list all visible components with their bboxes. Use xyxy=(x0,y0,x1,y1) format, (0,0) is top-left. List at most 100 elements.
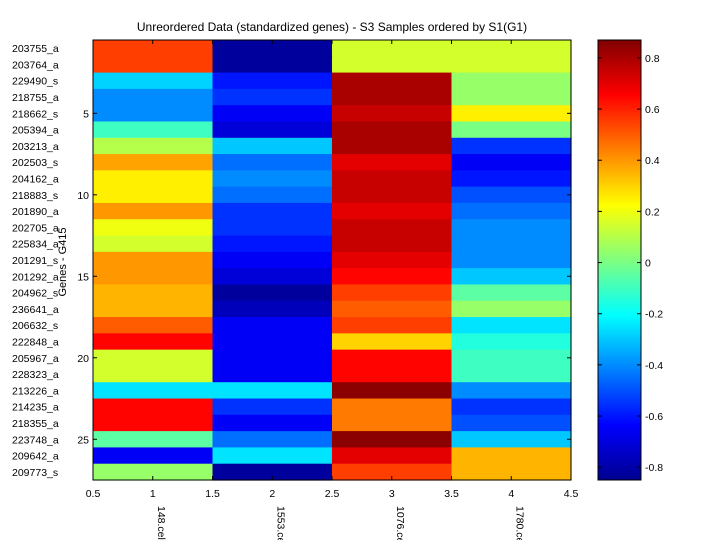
heatmap-cell xyxy=(332,56,453,74)
heatmap-cell xyxy=(212,202,333,220)
row-label: 225834_a xyxy=(12,239,59,251)
column-labels: 148.cel 1553.cel 1076.cel 1780.cel xyxy=(155,506,526,540)
colorbar-tick-label: -0.2 xyxy=(645,309,663,321)
heatmap-cell xyxy=(93,88,214,106)
heatmap-cell xyxy=(332,284,453,302)
heatmap-cell xyxy=(93,170,214,188)
heatmap-cell xyxy=(93,333,214,351)
heatmap-cell xyxy=(212,88,333,106)
heatmap-cell xyxy=(451,154,572,171)
row-label: 218755_a xyxy=(12,92,59,104)
y-axis-label: Genes - G415 xyxy=(57,227,69,296)
heatmap-cell xyxy=(93,251,214,269)
colorbar-tick-label: -0.4 xyxy=(645,360,663,372)
heatmap-cell xyxy=(451,431,572,449)
heatmap-cell xyxy=(212,105,333,123)
heatmap-cell xyxy=(451,186,572,204)
x-tick-label: 4 xyxy=(508,488,514,500)
row-labels: 203755_a 203764_a 229490_s 218755_a 218662_s… xyxy=(12,43,59,479)
y-tick-label: 25 xyxy=(77,434,89,446)
heatmap-cell xyxy=(212,398,333,416)
column-label: 1780.cel xyxy=(513,506,525,540)
heatmap-cell xyxy=(332,317,453,334)
heatmap-cell xyxy=(212,447,333,465)
heatmap-cell xyxy=(93,398,214,416)
heatmap-cell xyxy=(332,202,453,220)
heatmap-grid xyxy=(93,40,572,481)
x-axis: 0.5 1 1.5 2 2.5 3 3.5 4 4.5 xyxy=(86,40,578,500)
x-tick-label: 2 xyxy=(269,488,275,500)
colorbar-tick-label: -0.6 xyxy=(645,411,663,423)
heatmap-cell xyxy=(212,349,333,367)
heatmap-cell xyxy=(212,365,333,383)
row-label: 222848_a xyxy=(12,336,59,348)
colorbar-tick-label: 0.6 xyxy=(645,104,660,116)
column-label: 1553.cel xyxy=(274,506,286,540)
heatmap-cell xyxy=(451,463,572,481)
row-label: 203764_a xyxy=(12,59,59,71)
heatmap-cell xyxy=(332,268,453,286)
heatmap-cell xyxy=(93,382,214,400)
row-label: 229490_s xyxy=(12,76,58,88)
heatmap-cell xyxy=(332,121,453,139)
heatmap-cell xyxy=(212,235,333,253)
row-label: 206632_s xyxy=(12,320,58,332)
y-tick-label: 10 xyxy=(77,190,89,202)
heatmap-cell xyxy=(93,284,214,302)
heatmap-cell xyxy=(332,105,453,123)
heatmap-cell xyxy=(212,251,333,269)
heatmap-cell xyxy=(332,414,453,432)
heatmap-cell xyxy=(332,398,453,416)
heatmap-cell xyxy=(212,121,333,139)
heatmap-cell xyxy=(451,349,572,367)
heatmap-cell xyxy=(451,121,572,139)
column-label: 148.cel xyxy=(155,506,167,540)
heatmap-cell xyxy=(212,170,333,188)
heatmap-cell xyxy=(451,219,572,237)
heatmap-cell xyxy=(332,365,453,383)
heatmap-cell xyxy=(332,251,453,269)
row-label: 204162_a xyxy=(12,174,59,186)
row-label: 209773_s xyxy=(12,467,58,479)
heatmap-cell xyxy=(212,40,333,57)
y-tick-label: 20 xyxy=(77,353,89,365)
heatmap-cell xyxy=(451,284,572,302)
heatmap-cell xyxy=(332,40,453,57)
colorbar xyxy=(597,39,642,481)
heatmap-cell xyxy=(451,202,572,220)
heatmap-cell xyxy=(212,186,333,204)
row-label: 201890_a xyxy=(12,206,59,218)
heatmap-cell xyxy=(212,154,333,171)
row-label: 203755_a xyxy=(12,43,59,55)
heatmap-cell xyxy=(93,154,214,171)
row-label: 201292_a xyxy=(12,271,59,283)
heatmap-cell xyxy=(332,333,453,351)
heatmap-cell xyxy=(93,431,214,449)
heatmap-cell xyxy=(451,235,572,253)
y-tick-label: 5 xyxy=(83,108,89,120)
heatmap-cell xyxy=(451,56,572,74)
heatmap-cell xyxy=(332,186,453,204)
heatmap-cell xyxy=(212,414,333,432)
heatmap-cell xyxy=(451,447,572,465)
heatmap-cell xyxy=(212,56,333,74)
y-axis: 5 10 15 20 25 xyxy=(77,108,571,446)
heatmap-cell xyxy=(332,170,453,188)
heatmap-cell xyxy=(332,463,453,481)
heatmap-cell xyxy=(212,382,333,400)
heatmap-cell xyxy=(332,300,453,318)
heatmap-cell xyxy=(332,137,453,155)
row-label: 203213_a xyxy=(12,141,59,153)
colorbar-tick-label: 0 xyxy=(645,258,651,270)
row-label: 213226_a xyxy=(12,385,59,397)
heatmap-cell xyxy=(93,186,214,204)
heatmap-cell xyxy=(93,40,214,57)
heatmap-cell xyxy=(93,463,214,481)
heatmap-cell xyxy=(93,300,214,318)
heatmap-cell xyxy=(93,72,214,90)
row-label: 204962_s xyxy=(12,288,58,300)
heatmap-cell xyxy=(332,235,453,253)
heatmap-cell xyxy=(93,365,214,383)
heatmap-cell xyxy=(212,284,333,302)
chart-title: Unreordered Data (standardized genes) - … xyxy=(137,20,527,34)
